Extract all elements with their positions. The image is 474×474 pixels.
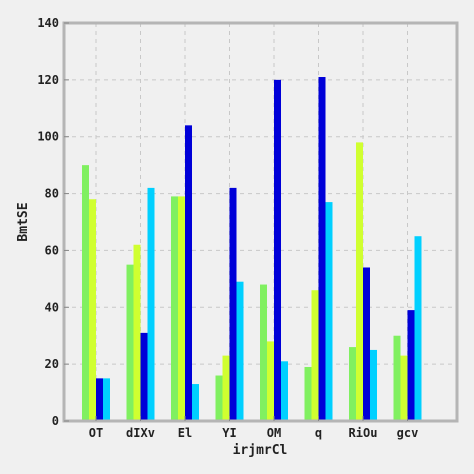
- bar: [222, 355, 230, 421]
- bar: [393, 335, 401, 421]
- bar: [356, 142, 363, 421]
- bar: [215, 375, 223, 421]
- bar: [140, 332, 148, 421]
- x-axis-title: irjmrCl: [233, 443, 288, 458]
- bar: [400, 355, 408, 421]
- bars: [82, 77, 422, 421]
- bar: [96, 378, 103, 421]
- y-tick-label: 0: [52, 414, 59, 428]
- x-tick-label: q: [315, 426, 322, 440]
- bar: [229, 187, 237, 421]
- bar: [171, 196, 178, 421]
- y-tick-label: 40: [45, 300, 59, 314]
- bar: [236, 281, 244, 421]
- bar: [178, 196, 185, 421]
- x-axis-ticks: OT dIXv El YI OM q RiOu gcv: [89, 416, 419, 440]
- bar: [370, 349, 377, 421]
- bar: [185, 125, 192, 421]
- bar: [192, 384, 199, 421]
- bar: [304, 366, 312, 421]
- bar: [147, 187, 155, 421]
- bar: [133, 244, 141, 421]
- y-tick-label: 120: [37, 73, 59, 87]
- y-tick-label: 60: [45, 243, 59, 257]
- bar: [267, 341, 274, 421]
- x-tick-label: OT: [89, 426, 103, 440]
- bar: [82, 165, 89, 421]
- bar: [260, 284, 267, 421]
- bar: [318, 77, 326, 421]
- y-tick-label: 20: [45, 357, 59, 371]
- x-tick-label: dIXv: [126, 426, 155, 440]
- bar: [407, 310, 415, 421]
- plot-frame: [62, 21, 459, 423]
- x-tick-label: El: [178, 426, 192, 440]
- y-tick-label: 100: [37, 130, 59, 144]
- y-axis-ticks: 0 20 40 60 80 100 120 140: [37, 16, 69, 428]
- x-tick-label: OM: [267, 426, 281, 440]
- bar: [89, 199, 96, 421]
- bar: [325, 202, 333, 421]
- y-tick-label: 80: [45, 187, 59, 201]
- x-tick-label: RiOu: [349, 426, 378, 440]
- y-tick-label: 140: [37, 16, 59, 30]
- bar: [349, 347, 356, 421]
- bar: [274, 79, 281, 421]
- bar: [103, 378, 110, 421]
- x-tick-label: gcv: [397, 426, 419, 440]
- bar: [363, 267, 370, 421]
- y-axis-title: BmtSE: [16, 202, 31, 241]
- bar: [414, 236, 422, 421]
- bar: [281, 361, 288, 421]
- bar: [126, 264, 134, 421]
- bar: [311, 290, 319, 421]
- x-tick-label: YI: [222, 426, 236, 440]
